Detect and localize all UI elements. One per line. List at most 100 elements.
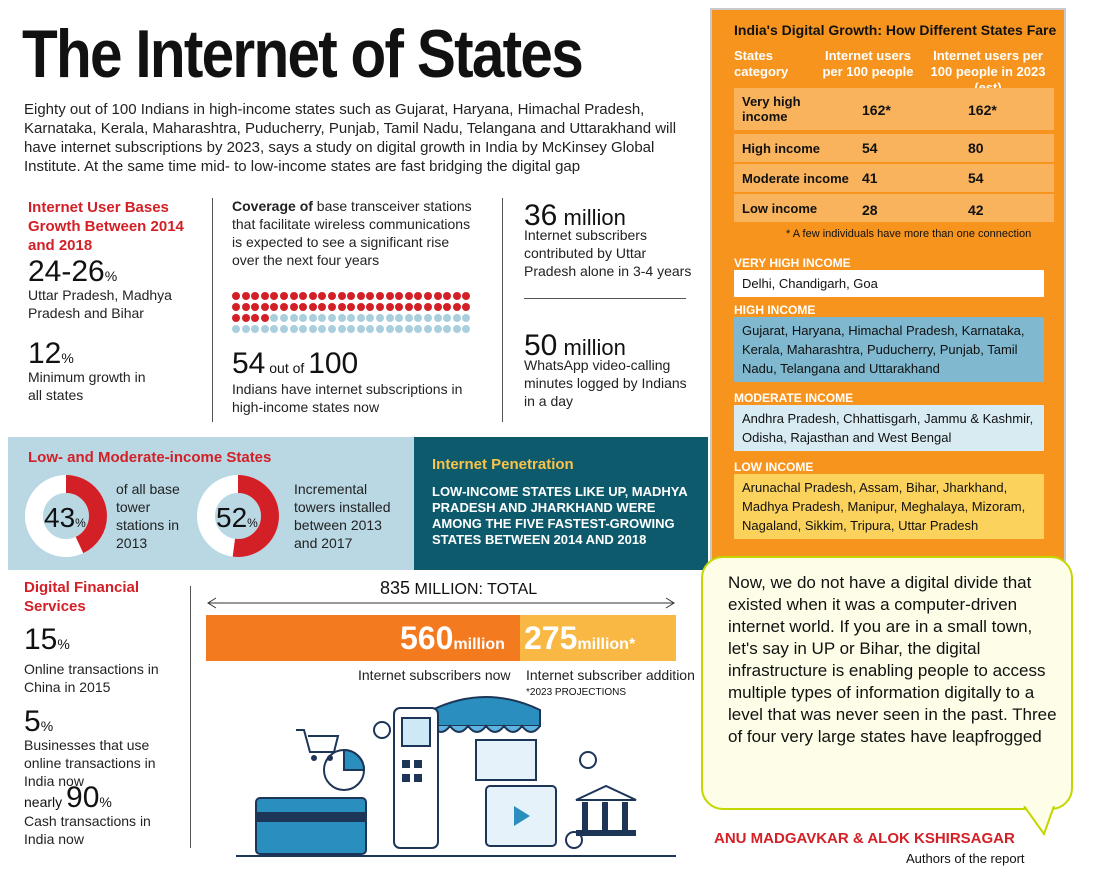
- coverage-stat: 54 out of 100: [232, 347, 359, 380]
- person-dot: [424, 303, 432, 311]
- table-cell: 162*: [968, 102, 997, 118]
- person-dot: [376, 314, 384, 322]
- financial-stat3-label: Cash transactions in India now: [24, 813, 151, 847]
- person-dot: [270, 303, 279, 311]
- person-dot: [337, 314, 346, 322]
- growth-stat1-label: Uttar Pradesh, Madhya Pradesh and Bihar: [28, 287, 172, 321]
- internet-penetration-heading: Internet Penetration: [432, 456, 574, 473]
- internet-penetration-band: [414, 437, 708, 570]
- person-dot: [232, 303, 240, 311]
- person-dot: [232, 314, 240, 322]
- person-dot: [443, 325, 452, 333]
- person-dot: [404, 314, 413, 322]
- category-states-moderate: Andhra Pradesh, Chhattisgarh, Jammu & Ka…: [734, 405, 1044, 451]
- page-title: The Internet of States: [22, 16, 584, 92]
- person-dot: [289, 292, 298, 300]
- category-states-high: Gujarat, Haryana, Himachal Pradesh, Karn…: [734, 317, 1044, 382]
- person-dot: [260, 325, 269, 333]
- person-dot: [260, 314, 269, 322]
- table-cell: High income: [742, 141, 821, 156]
- donut-segment: [197, 475, 279, 557]
- person-dot: [404, 303, 413, 311]
- person-dot: [433, 292, 442, 300]
- subscriber-addition-label: Internet subscriber addition: [526, 667, 695, 683]
- person-dot: [318, 292, 327, 300]
- growth-stat1: 24-26%: [28, 255, 118, 288]
- projection-note: *2023 PROJECTIONS: [526, 687, 627, 698]
- person-dot: [337, 325, 346, 333]
- category-label-low: Low income: [734, 460, 814, 474]
- donut1-text: of all base tower stations in 2013: [116, 481, 180, 551]
- internet-penetration-text: LOW-INCOME STATES LIKE UP, MADHYA PRADES…: [432, 484, 688, 547]
- financial-stat1: 15%: [24, 623, 70, 656]
- credit-card-icon: [255, 797, 367, 855]
- table-cell: 28: [862, 202, 878, 218]
- person-dot: [328, 325, 336, 333]
- person-dot: [366, 314, 375, 322]
- person-dot: [328, 303, 336, 311]
- coverage-text: Coverage of base transceiver stations th…: [232, 198, 472, 268]
- person-dot: [385, 303, 394, 311]
- shopping-cart-icon: [296, 729, 340, 761]
- quote-text: Now, we do not have a digital divide tha…: [728, 573, 1057, 746]
- person-dot: [385, 325, 394, 333]
- person-dot: [376, 325, 384, 333]
- person-dot: [232, 292, 240, 300]
- divider: [212, 198, 213, 422]
- person-dot: [376, 292, 384, 300]
- tablet-icon: [485, 785, 557, 847]
- table-cell: Moderate income: [742, 171, 849, 186]
- person-dot: [270, 325, 279, 333]
- table-cell: 162*: [862, 102, 891, 118]
- person-dot: [328, 314, 336, 322]
- person-dot: [433, 303, 442, 311]
- person-dot: [289, 303, 298, 311]
- pos-terminal-icon: [393, 707, 439, 849]
- growth-stat2-label: Minimum growth in all states: [28, 369, 146, 403]
- person-dot: [308, 303, 317, 311]
- person-dot: [299, 292, 308, 300]
- person-dot: [308, 292, 317, 300]
- person-dot: [308, 325, 317, 333]
- divider: [524, 298, 686, 299]
- person-dot: [414, 292, 423, 300]
- person-dot: [433, 325, 442, 333]
- quote-tail: [1023, 806, 1055, 836]
- financial-stat1-label: Online transactions in China in 2015: [24, 661, 159, 695]
- person-dot: [299, 325, 308, 333]
- person-dot: [424, 314, 432, 322]
- subscriber-addition-value: 275million*: [524, 620, 636, 656]
- person-dot: [251, 303, 260, 311]
- person-dot: [308, 314, 317, 322]
- uttar-pradesh-stat: 36 million: [524, 199, 626, 232]
- coverage-dot-grid: [232, 292, 472, 338]
- person-dot: [328, 292, 336, 300]
- table-cell: 54: [968, 170, 984, 186]
- category-states-low: Arunachal Pradesh, Assam, Bihar, Jharkha…: [734, 474, 1044, 539]
- category-label-very-high: Very high income: [734, 256, 851, 270]
- person-dot: [356, 303, 365, 311]
- person-dot: [356, 314, 365, 322]
- person-dot: [337, 292, 346, 300]
- person-dot: [462, 314, 471, 322]
- divider: [502, 198, 503, 422]
- person-dot: [443, 292, 452, 300]
- person-dot: [443, 303, 452, 311]
- person-dot: [356, 325, 365, 333]
- person-dot: [366, 303, 375, 311]
- growth-heading: Internet User Bases Growth Between 2014 …: [28, 199, 184, 254]
- person-dot: [424, 325, 432, 333]
- subscribers-now-value: 560million: [400, 620, 505, 656]
- person-dot: [462, 325, 471, 333]
- arrow-head-right: [665, 597, 675, 609]
- donut2-value: 52%: [216, 502, 258, 533]
- person-dot: [289, 314, 298, 322]
- financial-heading: Digital Financial Services: [24, 579, 140, 615]
- person-dot: [404, 325, 413, 333]
- coverage-stat-label: Indians have internet subscriptions in h…: [232, 381, 463, 415]
- person-dot: [318, 303, 327, 311]
- person-dot: [299, 303, 308, 311]
- table-row: [734, 194, 1054, 222]
- person-dot: [347, 325, 356, 333]
- category-label-high: High income: [734, 303, 816, 317]
